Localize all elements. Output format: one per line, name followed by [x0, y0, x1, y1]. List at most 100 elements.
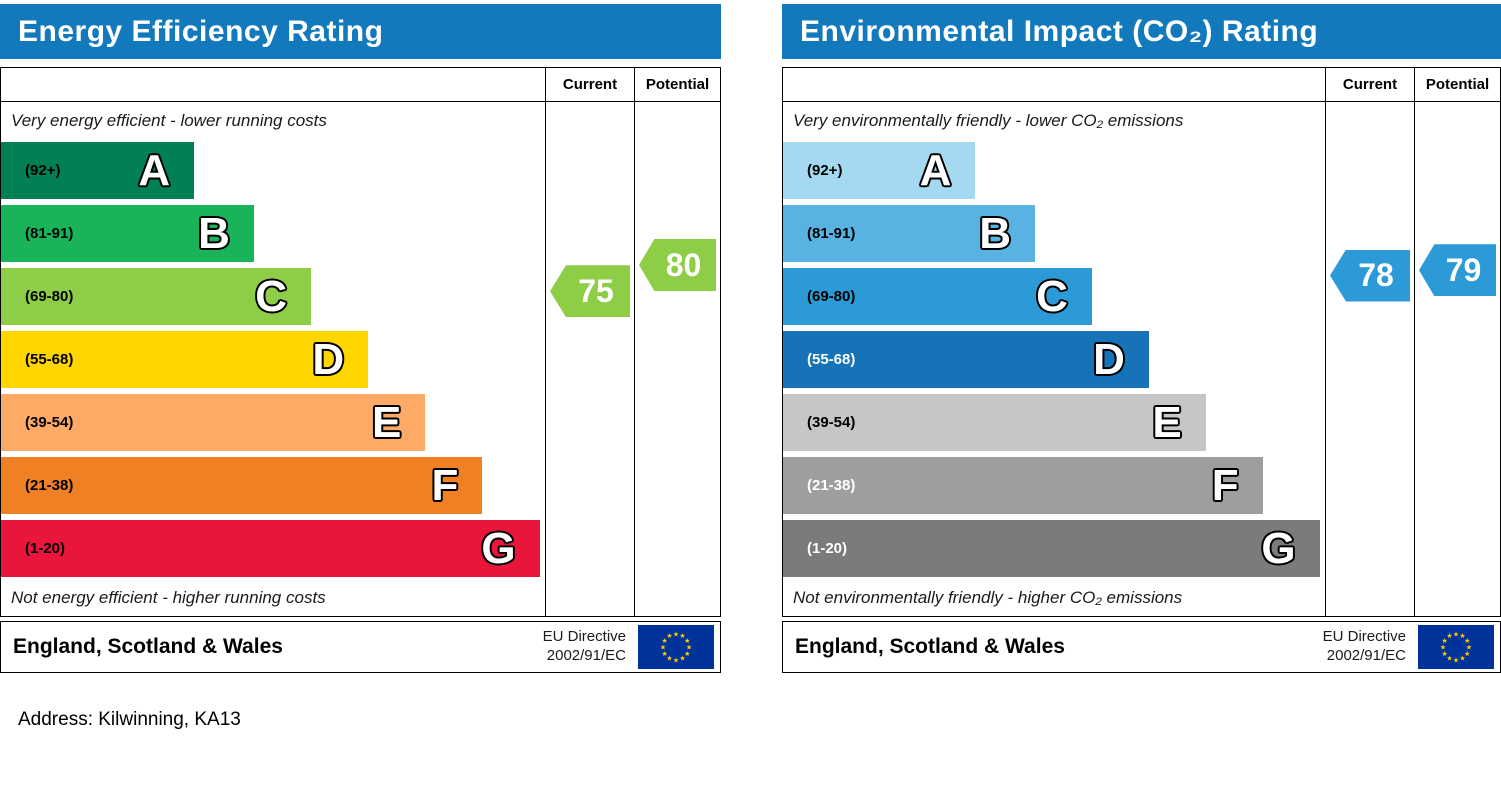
band-letter: A: [138, 145, 171, 195]
band-range-label: (55-68): [807, 351, 856, 368]
band-row-d: (55-68) D: [1, 328, 545, 391]
bands-area: Very energy efficient - lower running co…: [1, 102, 545, 616]
table-body: Very environmentally friendly - lower CO…: [783, 102, 1500, 616]
environmental-impact-title-bar: Environmental Impact (CO₂) Rating: [782, 4, 1501, 59]
table-header: Current Potential: [783, 68, 1500, 102]
current-column-header: Current: [1325, 68, 1414, 101]
band-letter: F: [1211, 460, 1239, 510]
svg-text:★: ★: [1446, 655, 1452, 663]
band-range-label: (1-20): [25, 540, 66, 557]
band-letter: D: [1093, 334, 1125, 384]
band-range-label: (39-54): [807, 414, 856, 431]
svg-text:★: ★: [666, 655, 672, 663]
top-note: Very energy efficient - lower running co…: [11, 110, 327, 130]
chart-table: Current Potential Very energy efficient …: [0, 67, 721, 617]
potential-value-column: 80: [634, 102, 720, 616]
svg-text:★: ★: [684, 637, 690, 645]
band-letter: G: [481, 523, 516, 573]
energy-efficiency-title-bar: Energy Efficiency Rating: [0, 4, 721, 59]
band-range-label: (81-91): [25, 225, 74, 242]
band-range-label: (69-80): [807, 288, 856, 305]
band-bar-a: (92+) A: [783, 142, 976, 199]
eu-directive-line2: 2002/91/EC: [1326, 647, 1406, 664]
footer-region-label: England, Scotland & Wales: [795, 635, 1065, 658]
band-letter: E: [371, 397, 402, 447]
chart-title: Energy Efficiency Rating: [18, 14, 384, 48]
band-bar-b: (81-91) B: [783, 205, 1036, 262]
band-row-f: (21-38) F: [1, 454, 545, 517]
band-row-b: (81-91) B: [1, 202, 545, 265]
band-row-b: (81-91) B: [783, 202, 1325, 265]
band-bar-e: (39-54) E: [1, 394, 426, 451]
band-row-f: (21-38) F: [783, 454, 1325, 517]
band-letter: B: [198, 208, 230, 258]
svg-text:★: ★: [686, 643, 692, 651]
band-rows: (92+) A (81-91) B (69-80) C (55-68) D (39-54) E (2…: [1, 139, 545, 580]
svg-text:★: ★: [1459, 632, 1465, 640]
band-bar-g: (1-20) G: [783, 520, 1320, 577]
table-header: Current Potential: [1, 68, 720, 102]
page: Energy Efficiency Rating Current Potenti…: [0, 4, 1501, 730]
band-range-label: (92+): [807, 162, 843, 179]
environmental-impact-chart: Environmental Impact (CO₂) Rating Curren…: [782, 4, 1501, 673]
band-bar-b: (81-91) B: [1, 205, 254, 262]
band-range-label: (21-38): [807, 477, 856, 494]
address-line: Address: Kilwinning, KA13: [18, 709, 241, 730]
band-row-d: (55-68) D: [783, 328, 1325, 391]
header-spacer: [783, 68, 1325, 101]
band-letter: A: [919, 145, 952, 195]
svg-text:★: ★: [1442, 650, 1448, 658]
band-bar-d: (55-68) D: [1, 331, 369, 388]
table-body: Very energy efficient - lower running co…: [1, 102, 720, 616]
band-range-label: (21-38): [25, 477, 74, 494]
svg-text:★: ★: [679, 632, 685, 640]
chart-footer: England, Scotland & Wales EU Directive 2…: [0, 621, 721, 673]
band-letter: D: [312, 334, 345, 384]
eu-flag-icon: ★ ★ ★★ ★★ ★★ ★★ ★★: [1418, 625, 1494, 669]
svg-text:★: ★: [673, 630, 679, 638]
band-range-label: (1-20): [807, 540, 848, 557]
chart-title: Environmental Impact (CO₂) Rating: [800, 14, 1319, 48]
svg-text:★: ★: [1459, 655, 1465, 663]
eu-directive-text: EU Directive 2002/91/EC: [1323, 628, 1406, 666]
band-bar-f: (21-38) F: [783, 457, 1263, 514]
svg-text:★: ★: [684, 650, 690, 658]
band-letter: G: [1261, 523, 1296, 573]
band-bar-a: (92+) A: [1, 142, 195, 199]
svg-text:★: ★: [679, 655, 685, 663]
bottom-note: Not energy efficient - higher running co…: [11, 588, 326, 607]
eu-directive-line1: EU Directive: [1322, 628, 1406, 646]
band-row-g: (1-20) G: [783, 517, 1325, 580]
band-letter: C: [1036, 271, 1068, 321]
potential-column-header: Potential: [1414, 68, 1500, 101]
current-rating-pointer: 75: [550, 265, 630, 318]
band-range-label: (81-91): [807, 225, 856, 242]
band-letter: E: [1152, 397, 1182, 447]
svg-text:★: ★: [1446, 632, 1452, 640]
eu-flag-icon: ★ ★ ★★ ★★ ★★ ★★ ★★: [638, 625, 714, 669]
band-row-c: (69-80) C: [783, 265, 1325, 328]
band-bar-g: (1-20) G: [1, 520, 540, 577]
svg-text:★: ★: [660, 643, 666, 651]
svg-text:★: ★: [662, 637, 668, 645]
band-bar-f: (21-38) F: [1, 457, 483, 514]
epc-charts-row: Energy Efficiency Rating Current Potenti…: [0, 4, 1501, 673]
svg-text:★: ★: [662, 650, 668, 658]
potential-rating-pointer: 79: [1419, 244, 1496, 297]
potential-rating-pointer: 80: [639, 239, 716, 291]
eu-directive-line2: 2002/91/EC: [546, 647, 626, 664]
eu-directive-line1: EU Directive: [542, 628, 626, 646]
svg-text:★: ★: [1466, 643, 1472, 651]
bottom-note: Not environmentally friendly - higher CO…: [793, 588, 1183, 607]
svg-text:★: ★: [1440, 643, 1446, 651]
current-value-column: 75: [545, 102, 634, 616]
band-range-label: (39-54): [25, 414, 74, 431]
band-letter: F: [431, 460, 459, 510]
current-rating-pointer: 78: [1330, 249, 1410, 302]
band-letter: C: [255, 271, 288, 321]
potential-value-column: 79: [1414, 102, 1500, 616]
bands-area: Very environmentally friendly - lower CO…: [783, 102, 1325, 616]
band-bar-d: (55-68) D: [783, 331, 1149, 388]
energy-efficiency-chart: Energy Efficiency Rating Current Potenti…: [0, 4, 721, 673]
svg-text:★: ★: [1464, 650, 1470, 658]
